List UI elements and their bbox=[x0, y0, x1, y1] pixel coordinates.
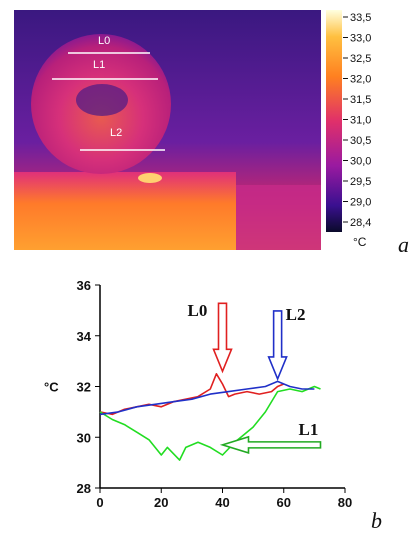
colorbar-tick-label: 28,4 bbox=[350, 217, 371, 229]
colorbar-tick-label: 32,5 bbox=[350, 53, 371, 65]
l1-annotation-arrow bbox=[219, 435, 322, 454]
y-tick-label: 32 bbox=[77, 380, 91, 395]
l1-annotation-label: L1 bbox=[299, 420, 319, 439]
thermal-base bbox=[14, 172, 236, 250]
x-tick-label: 0 bbox=[96, 495, 103, 510]
thermal-cold-region bbox=[76, 84, 128, 116]
y-tick-label: 34 bbox=[77, 329, 92, 344]
temperature-colorbar bbox=[326, 10, 342, 232]
colorbar-tick-label: 30,0 bbox=[350, 156, 371, 168]
thermal-image-panel: L0 L1 L2 33,5 33,0 32,5 32,0 31,5 31,0 30,5 30,… bbox=[14, 10, 371, 250]
temperature-line-chart: 0 20 40 60 80 28 30 32 34 36 °C L0 L2 L1 bbox=[44, 278, 352, 510]
series-line-l2 bbox=[99, 380, 315, 416]
colorbar-ticks: 33,5 33,0 32,5 32,0 31,5 31,0 30,5 30,0 29,5 29,0… bbox=[343, 12, 371, 229]
x-tick-label: 80 bbox=[338, 495, 352, 510]
thermal-hotspot bbox=[138, 173, 162, 183]
colorbar-tick-label: 32,0 bbox=[350, 74, 371, 86]
y-tick-label: 30 bbox=[77, 430, 91, 445]
series-line-l1 bbox=[99, 385, 321, 461]
l1-line-label: L1 bbox=[93, 59, 105, 71]
chart-annotations: L0 L2 L1 bbox=[188, 301, 322, 454]
colorbar-tick-label: 29,0 bbox=[350, 197, 371, 209]
colorbar-tick-label: 31,5 bbox=[350, 94, 371, 106]
colorbar-tick-label: 33,0 bbox=[350, 33, 371, 45]
l2-annotation-label: L2 bbox=[286, 305, 306, 324]
l0-annotation-arrow bbox=[212, 302, 233, 374]
l0-annotation-label: L0 bbox=[188, 301, 208, 320]
x-tick-label: 40 bbox=[215, 495, 229, 510]
colorbar-unit-label: °C bbox=[353, 235, 367, 249]
l2-annotation-arrow bbox=[267, 310, 288, 381]
colorbar-tick-label: 33,5 bbox=[350, 12, 371, 24]
chart-axes: 0 20 40 60 80 28 30 32 34 36 °C bbox=[44, 278, 352, 510]
x-tick-label: 60 bbox=[277, 495, 291, 510]
colorbar-tick-label: 29,5 bbox=[350, 176, 371, 188]
l2-line-label: L2 bbox=[110, 127, 122, 139]
y-axis-label: °C bbox=[44, 380, 59, 395]
x-tick-label: 20 bbox=[154, 495, 168, 510]
colorbar-tick-label: 31,0 bbox=[350, 115, 371, 127]
series-line-l0 bbox=[99, 373, 285, 416]
l0-line-label: L0 bbox=[98, 35, 110, 47]
thermal-base-side bbox=[236, 185, 321, 250]
panel-label-a: a bbox=[398, 232, 409, 257]
panel-label-b: b bbox=[371, 508, 382, 533]
y-tick-label: 28 bbox=[77, 481, 91, 496]
y-tick-label: 36 bbox=[77, 278, 91, 293]
colorbar-tick-label: 30,5 bbox=[350, 135, 371, 147]
chart-series bbox=[99, 373, 321, 461]
